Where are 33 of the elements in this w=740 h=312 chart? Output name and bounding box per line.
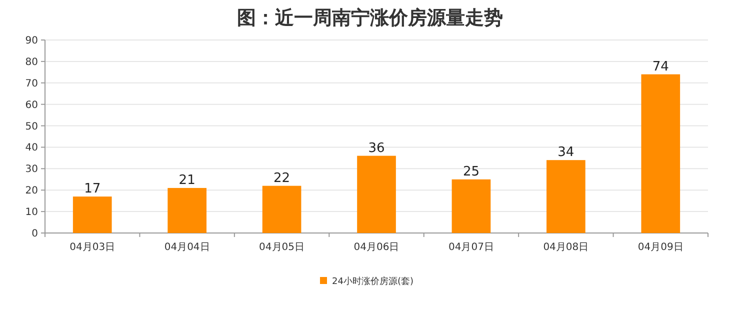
bar — [262, 186, 302, 233]
x-tick-label: 04月07日 — [448, 242, 494, 253]
x-tick-label: 04月06日 — [354, 242, 400, 253]
x-tick-label: 04月04日 — [164, 242, 210, 253]
y-tick-label: 60 — [25, 100, 38, 111]
data-label: 36 — [368, 140, 385, 156]
x-tick-label: 04月05日 — [259, 242, 305, 253]
legend-label: 24小时涨价房源(套) — [332, 276, 414, 287]
x-tick-label: 04月03日 — [70, 242, 116, 253]
bar — [357, 156, 396, 233]
y-tick-label: 20 — [25, 186, 38, 197]
y-tick-label: 70 — [25, 78, 38, 90]
y-tick-label: 90 — [25, 36, 38, 46]
y-tick-label: 40 — [25, 142, 38, 154]
y-tick-label: 80 — [25, 56, 38, 68]
bar — [168, 188, 206, 233]
y-tick-label: 0 — [32, 228, 38, 240]
bar — [452, 179, 491, 233]
bar — [641, 74, 680, 233]
data-label: 22 — [274, 170, 290, 186]
bar — [72, 196, 112, 233]
data-label: 34 — [558, 145, 574, 160]
y-tick-label: 50 — [25, 121, 38, 132]
data-label: 25 — [462, 164, 480, 180]
data-label: 17 — [84, 182, 101, 197]
chart-title: 图：近一周南宁涨价房源量走势 — [237, 7, 503, 29]
x-tick-label: 04月08日 — [543, 242, 589, 253]
y-tick-label: 30 — [25, 164, 38, 176]
data-label: 74 — [652, 59, 669, 74]
x-tick-label: 04月09日 — [638, 242, 684, 253]
y-tick-label: 10 — [25, 207, 38, 218]
bar — [546, 160, 586, 233]
data-label: 21 — [178, 172, 196, 188]
